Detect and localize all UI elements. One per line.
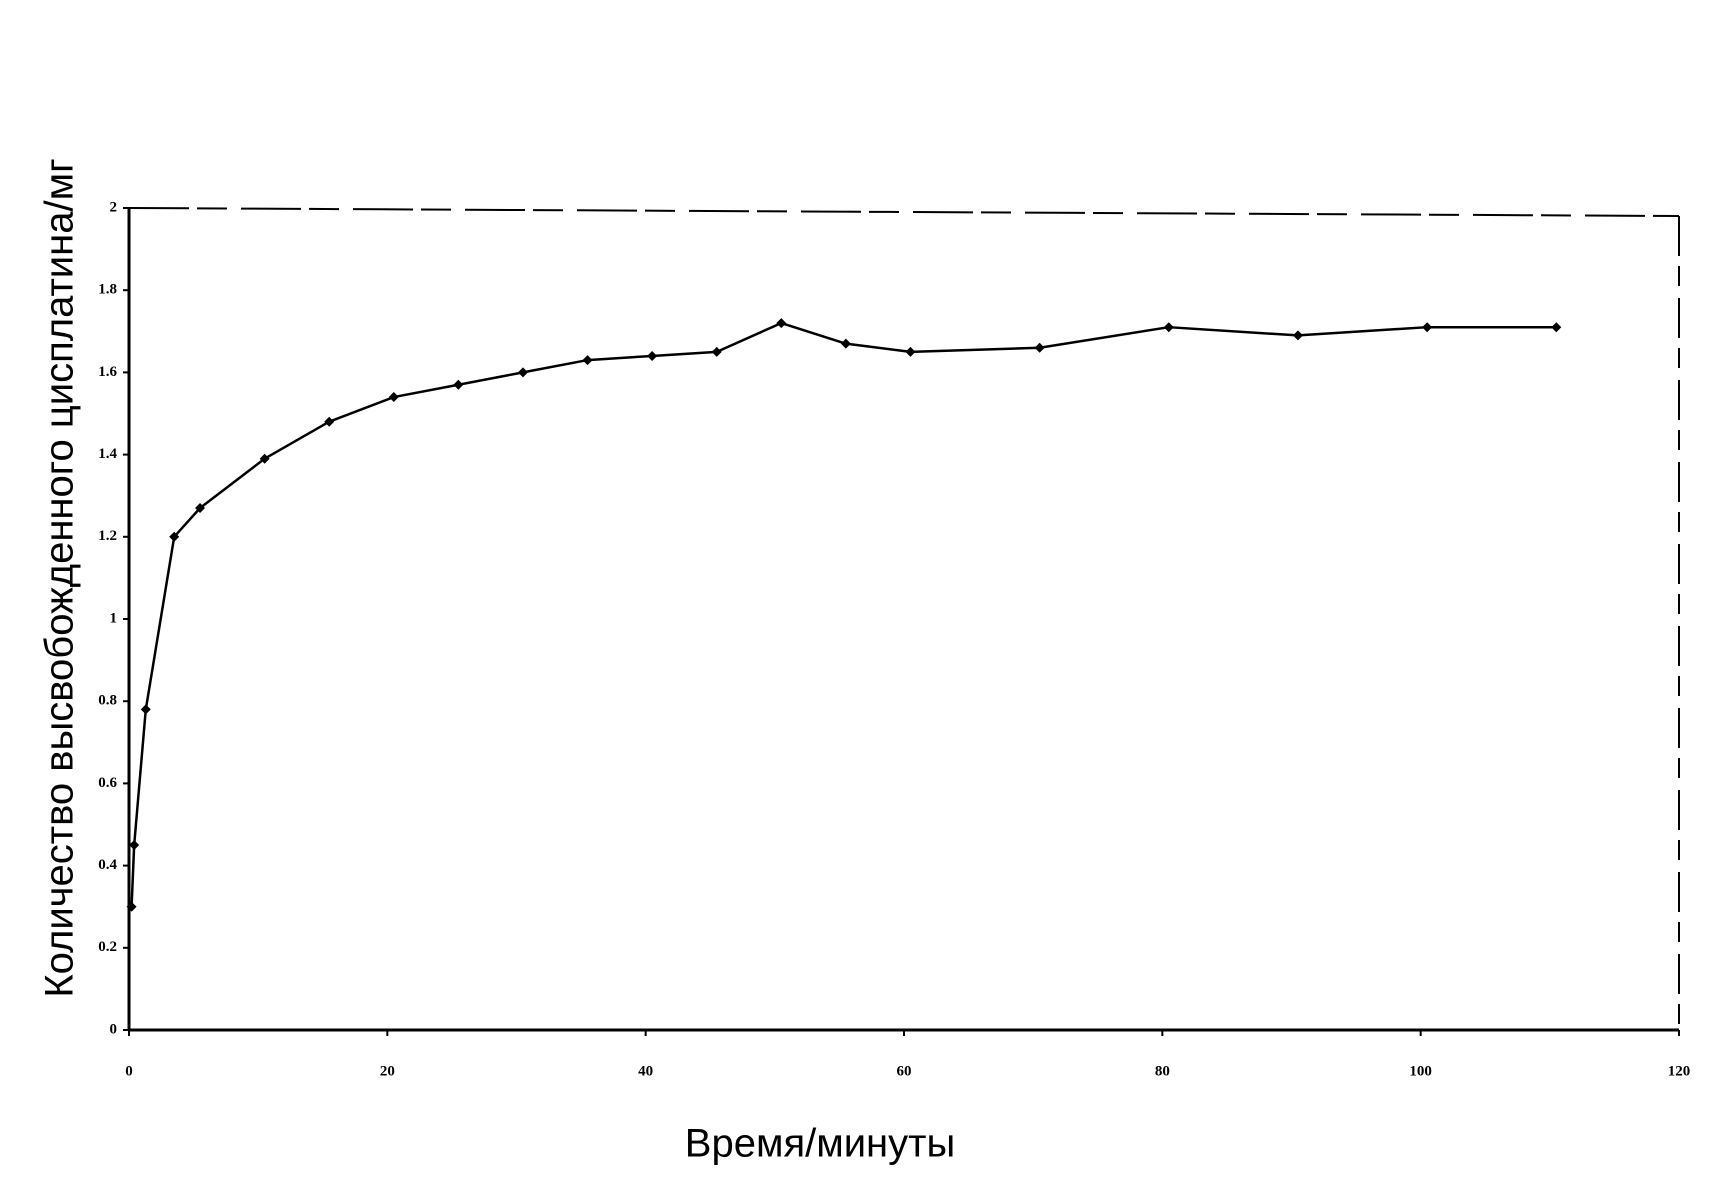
y-tick-label: 1.8: [98, 282, 117, 298]
y-tick-label: 0.6: [98, 775, 117, 791]
data-point: [389, 392, 399, 402]
data-point: [1551, 322, 1561, 332]
data-point: [905, 347, 915, 357]
y-tick-label: 1: [110, 610, 118, 626]
x-tick-label: 40: [638, 1063, 653, 1079]
data-point: [583, 355, 593, 365]
chart: Время/минуты Количество высвобожденного …: [0, 0, 1716, 1180]
x-tick-label: 20: [380, 1063, 395, 1079]
y-tick-label: 0.8: [98, 693, 117, 709]
y-axis-title: Количество высвобожденного цисплатина/мг: [38, 158, 82, 997]
data-point: [1164, 322, 1174, 332]
data-line: [132, 323, 1557, 907]
data-point: [129, 840, 139, 850]
y-tick-label: 1.2: [98, 528, 117, 544]
x-axis-title: Время/минуты: [685, 1122, 955, 1166]
x-tick-label: 60: [897, 1063, 912, 1079]
plot-border: [129, 208, 1679, 216]
data-point: [776, 318, 786, 328]
y-tick-label: 1.6: [98, 364, 117, 380]
y-tick-label: 1.4: [98, 446, 117, 462]
x-tick-label: 80: [1155, 1063, 1170, 1079]
data-point: [647, 351, 657, 361]
data-point: [841, 339, 851, 349]
y-tick-label: 0: [110, 1021, 118, 1037]
y-tick-label: 0.2: [98, 939, 117, 955]
x-tick-label: 120: [1668, 1063, 1691, 1079]
data-point: [1422, 322, 1432, 332]
data-point: [453, 380, 463, 390]
y-tick-label: 0.4: [98, 857, 117, 873]
data-point: [712, 347, 722, 357]
y-tick-label: 2: [110, 199, 118, 215]
data-point: [1035, 343, 1045, 353]
data-point: [1293, 330, 1303, 340]
data-point: [141, 704, 151, 714]
x-tick-label: 0: [125, 1063, 133, 1079]
data-point: [518, 367, 528, 377]
data-point: [324, 417, 334, 427]
x-tick-label: 100: [1409, 1063, 1432, 1079]
